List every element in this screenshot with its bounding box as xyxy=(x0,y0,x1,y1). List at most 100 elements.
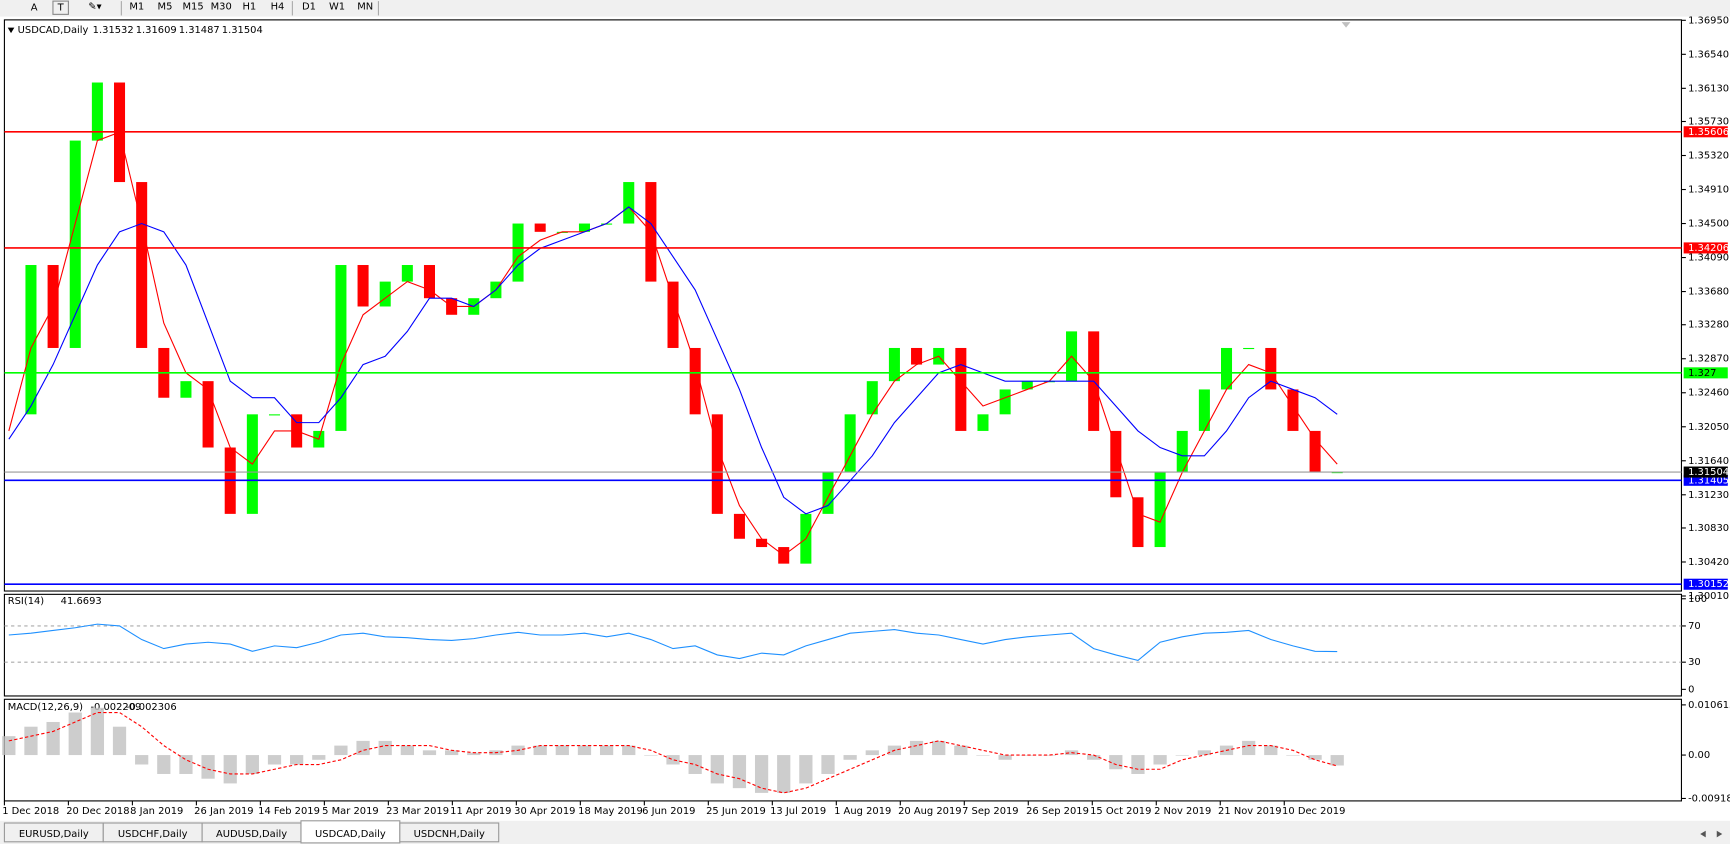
candle xyxy=(401,265,413,282)
x-tick-label: 7 Sep 2019 xyxy=(962,806,1019,817)
tab[interactable] xyxy=(399,822,500,843)
macd-bar xyxy=(378,740,392,756)
timeframe-button[interactable]: D1 xyxy=(302,2,316,13)
y-tick-label: 30 xyxy=(1688,657,1701,668)
candle xyxy=(866,381,878,415)
timeframe-button[interactable]: M30 xyxy=(211,2,232,13)
indicator-title: MACD(12,26,9) xyxy=(8,702,83,713)
moving-average xyxy=(8,206,1338,515)
rsi-panel xyxy=(3,593,1683,697)
level-label-box xyxy=(1683,367,1728,379)
tool-label[interactable]: A xyxy=(31,3,38,14)
timeframe-button[interactable]: M15 xyxy=(182,2,203,13)
candle xyxy=(711,414,723,514)
candle xyxy=(534,223,546,232)
indicator-value: -0.002209 xyxy=(90,702,141,713)
collapse-arrow[interactable] xyxy=(7,27,15,34)
y-tick-label: 1.35320 xyxy=(1688,151,1729,162)
macd-bar xyxy=(1197,750,1211,756)
timeframe-button[interactable]: H1 xyxy=(242,2,256,13)
macd-bar xyxy=(954,745,968,756)
tab-label[interactable]: USDCHF,Daily xyxy=(118,829,188,840)
macd-bar xyxy=(666,755,680,765)
indicator-title: RSI(14) xyxy=(8,596,45,607)
tool-label[interactable]: T xyxy=(57,3,65,14)
y-tick-label: 1.30420 xyxy=(1688,557,1729,568)
tool-button[interactable] xyxy=(52,0,69,15)
macd-bar xyxy=(732,755,747,789)
y-tick-label: 0.00 xyxy=(1688,750,1710,761)
x-tick-label: 8 Jan 2019 xyxy=(130,806,183,817)
moving-average xyxy=(8,131,1338,557)
level-label-box xyxy=(1683,126,1728,138)
macd-bar xyxy=(2,736,16,756)
macd-bar xyxy=(157,755,171,774)
macd-bar xyxy=(179,755,193,774)
timeframe-button[interactable]: MN xyxy=(357,2,373,13)
macd-bar xyxy=(533,745,547,756)
macd-bar xyxy=(754,755,769,793)
x-tick-label: 23 Mar 2019 xyxy=(386,806,449,817)
y-tick-label: 1.31230 xyxy=(1688,490,1729,501)
candle xyxy=(1154,472,1166,548)
quote-value: 1.31504 xyxy=(222,25,263,36)
price-panel xyxy=(3,19,1683,592)
candle xyxy=(202,381,214,448)
timeframe-button[interactable]: H4 xyxy=(271,2,285,13)
candle xyxy=(512,223,524,282)
candle xyxy=(1176,430,1188,473)
tab-label[interactable]: AUDUSD,Daily xyxy=(216,829,287,840)
tab-label[interactable]: USDCNH,Daily xyxy=(414,829,485,840)
candle xyxy=(1243,347,1255,350)
candle xyxy=(955,347,967,431)
timeframe-button[interactable]: W1 xyxy=(329,2,345,13)
macd-bar xyxy=(555,745,569,756)
quote-value: 1.31609 xyxy=(136,25,177,36)
macd-bar xyxy=(1175,755,1189,756)
tab-label[interactable]: EURUSD,Daily xyxy=(19,829,89,840)
macd-bar xyxy=(1264,745,1278,756)
candle xyxy=(1132,497,1144,548)
timeframe-button[interactable]: M1 xyxy=(129,2,144,13)
candle xyxy=(423,265,436,299)
macd-bar xyxy=(976,755,990,756)
candle xyxy=(69,140,81,348)
candle xyxy=(911,347,923,365)
level-label: 1.31405 xyxy=(1688,475,1729,486)
candle xyxy=(1110,430,1122,498)
macd-bar xyxy=(445,750,459,756)
x-tick-label: 18 May 2019 xyxy=(578,806,643,817)
macd-bar xyxy=(334,745,348,756)
macd-bar xyxy=(777,755,791,793)
y-tick-label: 1.32870 xyxy=(1688,354,1729,365)
tool-draw: ✎▾ xyxy=(88,2,101,13)
y-tick-label: 1.34910 xyxy=(1688,185,1729,196)
macd-bar xyxy=(400,745,414,756)
x-tick-label: 26 Jan 2019 xyxy=(194,806,253,817)
macd-bar xyxy=(467,752,481,756)
y-tick-label: 0 xyxy=(1688,684,1694,695)
macd-bar xyxy=(843,755,857,760)
candle xyxy=(1265,347,1277,390)
x-tick-label: 6 Jun 2019 xyxy=(642,806,695,817)
quote-value: 1.31487 xyxy=(179,25,220,36)
level-label: 1.30152 xyxy=(1688,579,1729,590)
tab-label[interactable]: USDCAD,Daily xyxy=(315,829,386,840)
candle xyxy=(667,281,679,348)
x-tick-label: 20 Dec 2018 xyxy=(66,806,129,817)
level-label-box xyxy=(1683,578,1728,590)
level-label-box xyxy=(1683,474,1728,486)
candle xyxy=(578,223,590,232)
candle xyxy=(888,347,900,382)
y-tick-label: 1.35730 xyxy=(1688,116,1729,127)
x-tick-label: 1 Dec 2018 xyxy=(2,806,59,817)
x-tick-label: 1 Aug 2019 xyxy=(834,806,891,817)
candle xyxy=(25,265,37,415)
candle xyxy=(999,389,1011,415)
macd-bar xyxy=(290,755,304,765)
x-tick-label: 14 Feb 2019 xyxy=(258,806,320,817)
y-tick-label: 1.31640 xyxy=(1688,456,1729,467)
macd-bar xyxy=(909,740,924,756)
timeframe-button[interactable]: M5 xyxy=(158,2,173,13)
y-tick-label: 1.36950 xyxy=(1688,15,1729,26)
